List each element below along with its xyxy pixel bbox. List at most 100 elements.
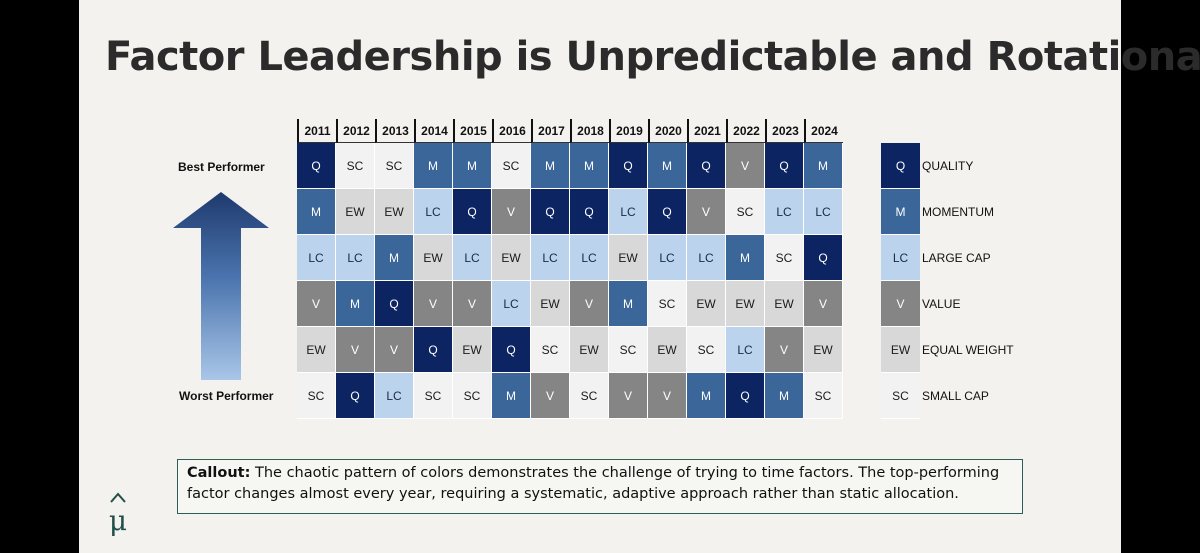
legend-label: EQUAL WEIGHT: [922, 343, 1014, 357]
factor-cell: LC: [804, 189, 843, 235]
year-2017: 2017: [531, 119, 570, 143]
factor-cell: V: [765, 327, 804, 373]
rank-row: Q SC SC M M SC M M Q M Q V Q M: [297, 143, 843, 189]
factor-cell: Q: [648, 189, 687, 235]
legend-swatch: EW: [881, 327, 920, 373]
factor-cell: EW: [297, 327, 336, 373]
legend-label: VALUE: [922, 297, 961, 311]
factor-cell: LC: [375, 373, 414, 419]
legend-swatch: Q: [881, 143, 920, 189]
factor-cell: SC: [804, 373, 843, 419]
year-2013: 2013: [375, 119, 414, 143]
factor-cell: SC: [297, 373, 336, 419]
factor-cell: Q: [297, 143, 336, 189]
factor-cell: V: [804, 281, 843, 327]
legend-label: QUALITY: [922, 159, 974, 173]
factor-cell: Q: [765, 143, 804, 189]
factor-cell: SC: [726, 189, 765, 235]
legend-item: LC LARGE CAP: [881, 235, 1014, 281]
factor-cell: V: [375, 327, 414, 373]
factor-cell: M: [687, 373, 726, 419]
factor-cell: LC: [414, 189, 453, 235]
mu-hat-logo: μ: [109, 492, 127, 537]
factor-cell: EW: [765, 281, 804, 327]
factor-cell: EW: [336, 189, 375, 235]
factor-cell: EW: [531, 281, 570, 327]
factor-cell: M: [336, 281, 375, 327]
legend-item: V VALUE: [881, 281, 1014, 327]
factor-cell: LC: [687, 235, 726, 281]
factor-cell: EW: [570, 327, 609, 373]
factor-cell: SC: [765, 235, 804, 281]
legend-item: Q QUALITY: [881, 143, 1014, 189]
factor-cell: EW: [687, 281, 726, 327]
factor-cell: M: [609, 281, 648, 327]
factor-cell: Q: [531, 189, 570, 235]
factor-cell: SC: [531, 327, 570, 373]
legend-swatch: V: [881, 281, 920, 327]
factor-cell: M: [648, 143, 687, 189]
factor-cell: LC: [570, 235, 609, 281]
rank-row: M EW EW LC Q V Q Q LC Q V SC LC LC: [297, 189, 843, 235]
factor-cell: M: [453, 143, 492, 189]
legend-item: M MOMENTUM: [881, 189, 1014, 235]
factor-cell: M: [297, 189, 336, 235]
factor-cell: EW: [609, 235, 648, 281]
factor-cell: Q: [609, 143, 648, 189]
factor-cell: LC: [453, 235, 492, 281]
year-2012: 2012: [336, 119, 375, 143]
factor-cell: V: [414, 281, 453, 327]
callout-box: Callout: The chaotic pattern of colors d…: [177, 459, 1023, 514]
factor-cell: EW: [726, 281, 765, 327]
factor-cell: LC: [531, 235, 570, 281]
factor-cell: LC: [609, 189, 648, 235]
factor-cell: Q: [375, 281, 414, 327]
factor-cell: EW: [648, 327, 687, 373]
factor-cell: LC: [726, 327, 765, 373]
callout-text: The chaotic pattern of colors demonstrat…: [187, 465, 1000, 502]
factor-cell: Q: [336, 373, 375, 419]
legend-label: SMALL CAP: [922, 389, 989, 403]
factor-cell: SC: [453, 373, 492, 419]
factor-cell: EW: [804, 327, 843, 373]
legend-label: LARGE CAP: [922, 251, 991, 265]
callout-label: Callout:: [187, 465, 251, 481]
slide-title: Factor Leadership is Unpredictable and R…: [105, 34, 1200, 80]
factor-cell: Q: [726, 373, 765, 419]
factor-cell: SC: [492, 143, 531, 189]
factor-cell: EW: [453, 327, 492, 373]
factor-cell: LC: [492, 281, 531, 327]
factor-cell: SC: [336, 143, 375, 189]
rank-rows: Q SC SC M M SC M M Q M Q V Q M M EW EW LC Q V Q Q LC Q V SC LC LC LC…: [297, 143, 843, 419]
factor-cell: SC: [375, 143, 414, 189]
legend-swatch: SC: [881, 373, 920, 419]
factor-cell: V: [336, 327, 375, 373]
factor-cell: SC: [687, 327, 726, 373]
factor-rank-grid: 2011 2012 2013 2014 2015 2016 2017 2018 2019 2020…: [297, 119, 843, 419]
factor-cell: Q: [570, 189, 609, 235]
factor-cell: SC: [609, 327, 648, 373]
factor-cell: V: [297, 281, 336, 327]
factor-cell: LC: [336, 235, 375, 281]
slide: Factor Leadership is Unpredictable and R…: [79, 0, 1200, 553]
factor-cell: V: [453, 281, 492, 327]
year-2015: 2015: [453, 119, 492, 143]
factor-cell: SC: [570, 373, 609, 419]
factor-cell: Q: [453, 189, 492, 235]
rank-row: EW V V Q EW Q SC EW SC EW SC LC V EW: [297, 327, 843, 373]
factor-cell: SC: [648, 281, 687, 327]
factor-cell: V: [648, 373, 687, 419]
svg-text:μ: μ: [109, 504, 127, 537]
factor-cell: SC: [414, 373, 453, 419]
year-2016: 2016: [492, 119, 531, 143]
factor-cell: M: [531, 143, 570, 189]
factor-cell: V: [687, 189, 726, 235]
year-header-row: 2011 2012 2013 2014 2015 2016 2017 2018 2019 2020…: [297, 119, 843, 143]
legend-item: SC SMALL CAP: [881, 373, 1014, 419]
factor-cell: LC: [297, 235, 336, 281]
factor-cell: EW: [375, 189, 414, 235]
year-2022: 2022: [726, 119, 765, 143]
up-arrow-icon: [173, 192, 269, 380]
year-2024: 2024: [804, 119, 843, 143]
factor-cell: M: [765, 373, 804, 419]
